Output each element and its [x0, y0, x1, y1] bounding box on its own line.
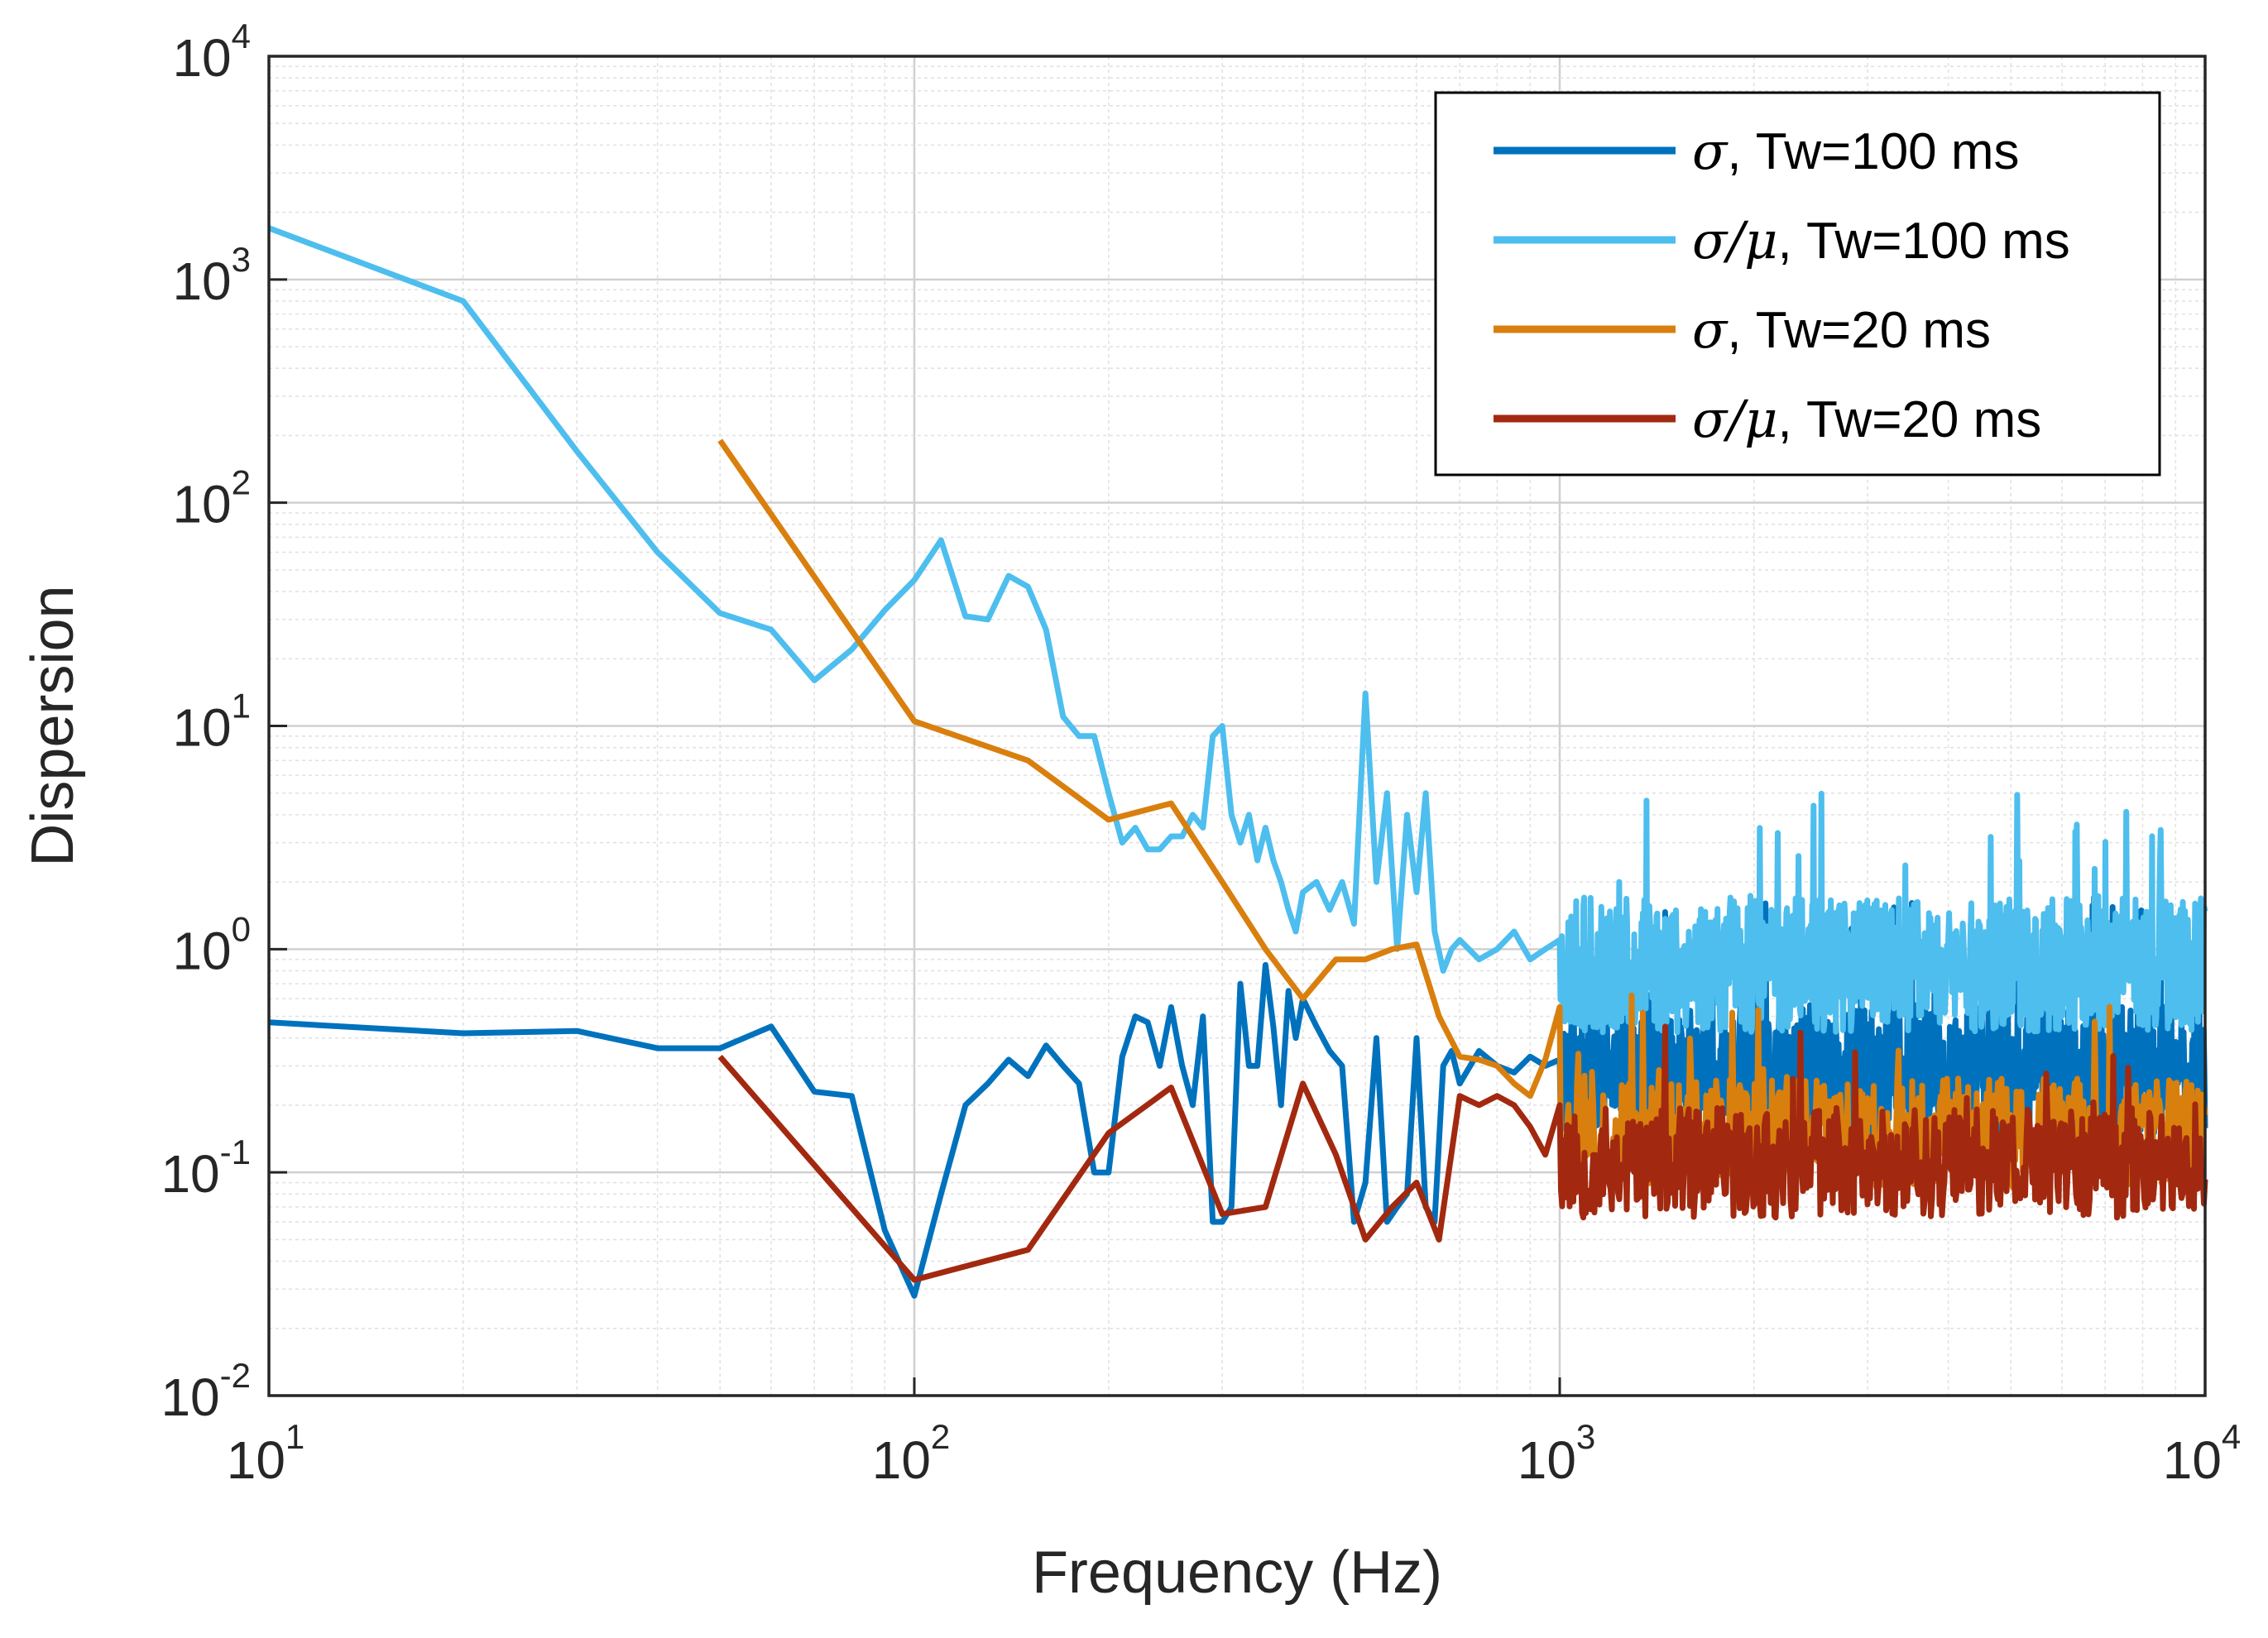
legend-label: σ/μ, Tw=100 ms [1692, 210, 2070, 271]
x-tick-label: 102 [872, 1417, 951, 1490]
y-tick-label: 101 [172, 687, 251, 758]
legend-label: σ, Tw=20 ms [1692, 299, 1991, 360]
x-tick-label: 104 [2163, 1417, 2242, 1490]
legend-box [1434, 91, 2161, 477]
y-tick-label: 10-1 [161, 1133, 251, 1204]
y-axis-label: Dispersion [20, 585, 86, 866]
y-tick-label: 100 [172, 909, 251, 980]
series-line [717, 1023, 2208, 1283]
legend-label: σ/μ, Tw=20 ms [1692, 389, 2041, 449]
series-line [717, 438, 2208, 1191]
y-tick-label: 102 [172, 463, 251, 534]
legend-label: σ, Tw=100 ms [1692, 121, 2020, 181]
plot-series [267, 225, 2208, 1299]
x-axis-label: Frequency (Hz) [1032, 1540, 1442, 1606]
y-tick-label: 10-2 [161, 1356, 251, 1427]
y-tick-label: 104 [172, 17, 251, 88]
y-axis-ticks: 10-2 10-1 100 101 102 103 104 [161, 17, 287, 1427]
y-tick-label: 103 [172, 240, 251, 311]
x-axis-ticks: 101 102 103 104 [227, 1377, 2242, 1490]
x-tick-label: 101 [227, 1417, 305, 1490]
x-tick-label: 103 [1518, 1417, 1596, 1490]
legend: σ, Tw=100 ms σ/μ, Tw=100 ms σ, Tw=20 ms σ/μ… [1434, 91, 2161, 477]
